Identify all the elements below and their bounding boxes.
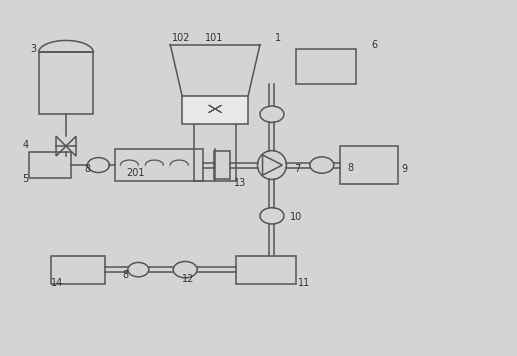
Text: 5: 5 (23, 174, 29, 184)
Text: 8: 8 (123, 269, 129, 279)
Text: 102: 102 (172, 32, 191, 42)
Bar (340, 146, 398, 184)
Text: 8: 8 (84, 164, 90, 174)
Text: 13: 13 (234, 178, 246, 188)
Text: 7: 7 (294, 164, 300, 174)
Bar (236, 256, 296, 284)
Text: 10: 10 (290, 212, 302, 222)
Text: 14: 14 (51, 278, 63, 288)
Bar (51, 256, 105, 284)
Text: 201: 201 (126, 168, 145, 178)
Text: 1: 1 (275, 32, 281, 42)
Bar (296, 48, 356, 84)
Text: 11: 11 (298, 278, 310, 288)
Bar (182, 96, 248, 124)
Text: 12: 12 (182, 274, 194, 284)
Bar (214, 151, 230, 179)
Bar (28, 152, 70, 178)
Bar (115, 149, 203, 181)
Text: 4: 4 (23, 140, 29, 150)
Text: 101: 101 (205, 32, 223, 42)
Text: 8: 8 (348, 163, 354, 173)
Bar (39, 52, 94, 114)
Text: 3: 3 (31, 44, 37, 54)
Text: 9: 9 (402, 164, 408, 174)
Text: 6: 6 (372, 41, 378, 51)
